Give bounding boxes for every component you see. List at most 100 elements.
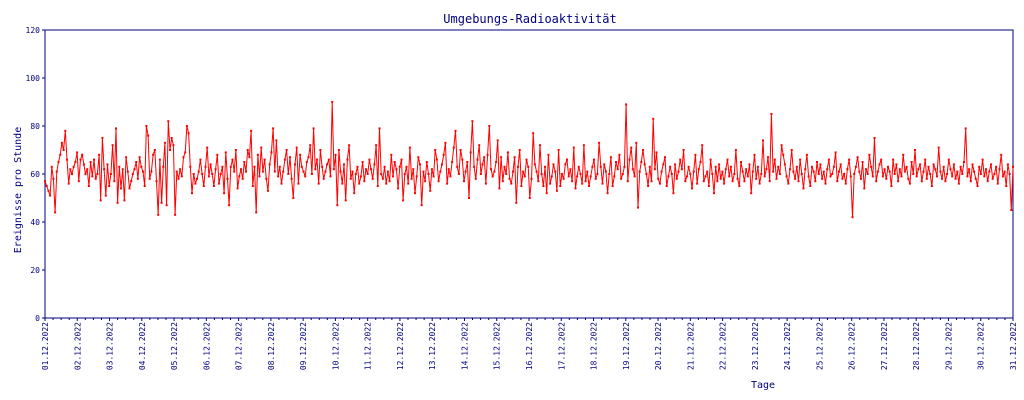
data-point bbox=[621, 173, 624, 175]
data-point bbox=[142, 170, 144, 173]
data-point bbox=[297, 182, 300, 185]
data-point bbox=[405, 165, 408, 168]
data-point bbox=[392, 175, 394, 178]
data-point bbox=[44, 180, 46, 183]
data-point bbox=[466, 161, 469, 163]
data-point bbox=[393, 161, 396, 163]
data-point bbox=[415, 175, 418, 178]
data-point bbox=[143, 185, 146, 187]
data-point bbox=[714, 165, 717, 168]
data-point bbox=[660, 170, 663, 173]
data-point bbox=[517, 165, 519, 168]
x-tick-label: 16.12.2022 bbox=[525, 322, 534, 370]
data-point bbox=[702, 180, 705, 183]
data-point bbox=[395, 168, 398, 171]
data-point bbox=[954, 177, 957, 180]
data-point bbox=[424, 180, 427, 183]
data-point bbox=[991, 177, 994, 180]
data-point bbox=[794, 177, 797, 180]
data-point bbox=[885, 177, 888, 180]
data-point bbox=[686, 175, 688, 178]
data-point bbox=[414, 192, 416, 195]
data-point bbox=[811, 165, 813, 168]
data-point bbox=[473, 165, 476, 168]
data-point bbox=[832, 165, 835, 168]
data-point bbox=[126, 170, 129, 173]
data-point bbox=[390, 153, 393, 156]
data-point bbox=[829, 175, 832, 178]
data-point bbox=[637, 206, 639, 209]
data-point bbox=[797, 180, 800, 183]
y-tick-label: 20 bbox=[30, 266, 40, 275]
data-point bbox=[82, 163, 85, 166]
data-point bbox=[1005, 185, 1008, 187]
data-point bbox=[81, 153, 84, 156]
data-point bbox=[990, 163, 992, 166]
x-tick-label: 20.12.2022 bbox=[654, 322, 663, 370]
data-point bbox=[96, 173, 99, 175]
data-point bbox=[201, 173, 204, 175]
data-point bbox=[723, 182, 726, 185]
data-point bbox=[674, 163, 677, 166]
data-point bbox=[626, 180, 629, 183]
data-point bbox=[881, 175, 884, 178]
data-point bbox=[968, 168, 971, 171]
data-point bbox=[456, 165, 459, 168]
data-point bbox=[317, 182, 320, 185]
x-tick-label: 01.12.2022 bbox=[41, 322, 50, 370]
data-point bbox=[260, 146, 263, 149]
x-tick-label: 18.12.2022 bbox=[590, 322, 599, 370]
x-tick-label: 29.12.2022 bbox=[944, 322, 953, 370]
data-point bbox=[576, 175, 579, 178]
data-point bbox=[768, 180, 771, 183]
data-point bbox=[238, 175, 241, 178]
y-tick-label: 40 bbox=[30, 218, 40, 227]
data-point bbox=[321, 165, 324, 168]
data-point bbox=[903, 170, 906, 173]
data-point bbox=[782, 153, 785, 156]
x-tick-label: 21.12.2022 bbox=[686, 322, 695, 370]
data-point bbox=[64, 129, 67, 132]
data-point bbox=[946, 173, 949, 175]
data-point bbox=[381, 177, 384, 180]
data-point bbox=[822, 170, 825, 173]
data-point bbox=[539, 144, 541, 147]
data-point bbox=[236, 187, 239, 190]
data-point bbox=[349, 177, 352, 180]
data-point bbox=[854, 165, 857, 168]
x-tick-label: 09.12.2022 bbox=[299, 322, 308, 370]
data-point bbox=[581, 182, 584, 185]
data-point bbox=[226, 177, 229, 180]
data-point bbox=[228, 204, 231, 207]
data-point bbox=[724, 168, 727, 171]
data-point bbox=[920, 180, 923, 183]
data-point bbox=[988, 170, 991, 173]
data-point bbox=[463, 180, 465, 183]
y-tick-label: 0 bbox=[35, 314, 40, 323]
data-point bbox=[420, 204, 423, 207]
data-point bbox=[888, 170, 891, 173]
y-axis-label: Ereignisse pro Stunde bbox=[13, 127, 24, 253]
data-point bbox=[574, 187, 577, 190]
data-point bbox=[728, 175, 731, 178]
data-point bbox=[272, 127, 275, 130]
data-point bbox=[135, 161, 138, 163]
data-point bbox=[354, 173, 357, 175]
data-point bbox=[719, 177, 722, 180]
data-point bbox=[756, 165, 759, 168]
data-point bbox=[158, 158, 161, 161]
data-point bbox=[153, 149, 156, 151]
data-point bbox=[89, 161, 92, 163]
data-point bbox=[936, 175, 938, 178]
data-point bbox=[402, 199, 405, 202]
y-tick-label: 60 bbox=[30, 170, 40, 179]
data-point bbox=[348, 144, 351, 147]
data-point bbox=[140, 165, 143, 168]
x-tick-label: 25.12.2022 bbox=[815, 322, 824, 370]
data-point bbox=[743, 180, 746, 183]
data-point bbox=[787, 182, 790, 185]
data-point bbox=[136, 177, 139, 180]
series-line bbox=[44, 101, 1014, 218]
data-point bbox=[1003, 170, 1006, 173]
data-point bbox=[263, 158, 266, 161]
